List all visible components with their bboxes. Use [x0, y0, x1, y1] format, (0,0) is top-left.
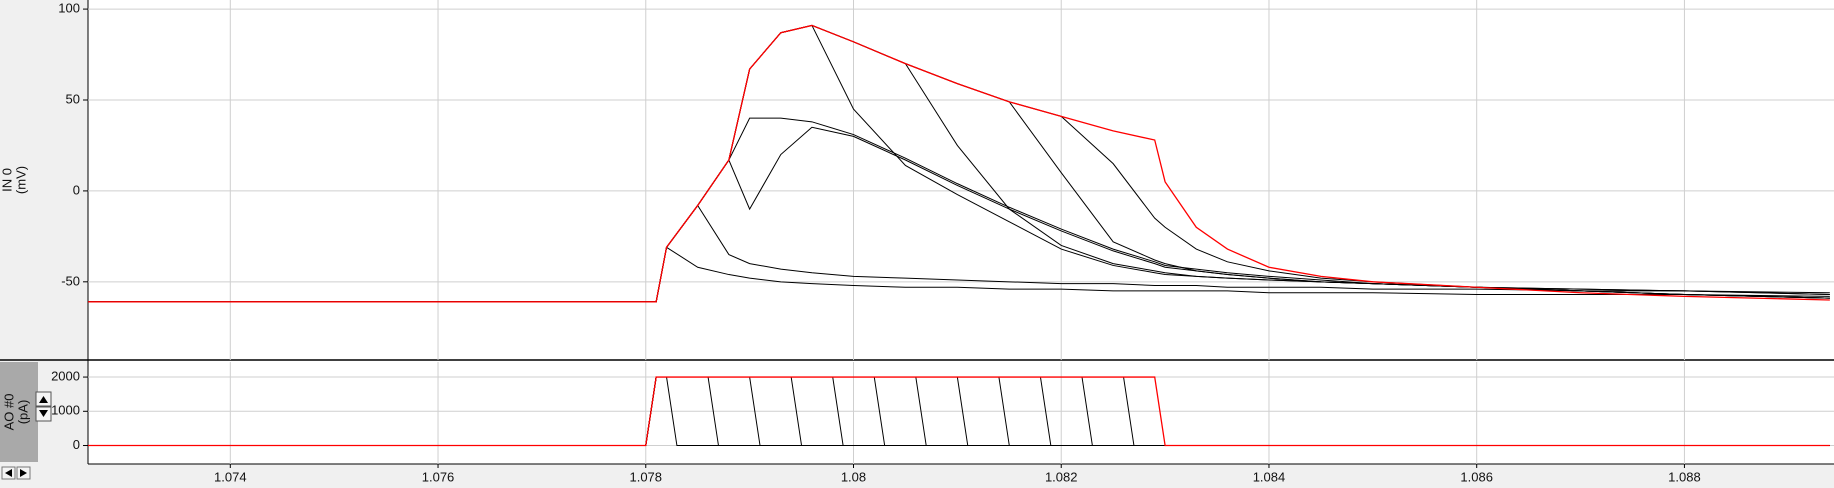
x-tick-label: 1.08 — [841, 469, 866, 484]
scroll-buttons[interactable] — [1, 466, 31, 480]
y-axis-unit: (mV) — [13, 166, 28, 194]
trace — [88, 24, 1830, 303]
trace — [88, 24, 1830, 303]
scroll-right-icon — [20, 469, 27, 477]
x-tick-label: 1.076 — [422, 469, 455, 484]
trace — [88, 126, 1830, 303]
y-tick-label: 0 — [73, 182, 80, 197]
spin-up-icon — [39, 396, 48, 403]
y-tick-label: 50 — [66, 91, 80, 106]
y-axis-label: AO #0 — [1, 394, 16, 431]
x-tick-label: 1.084 — [1253, 469, 1286, 484]
x-tick-label: 1.086 — [1460, 469, 1493, 484]
y-axis-label: IN 0 — [0, 168, 14, 192]
y-tick-label: 0 — [73, 437, 80, 452]
x-tick-label: 1.074 — [214, 469, 247, 484]
trace — [88, 24, 1830, 303]
scroll-left-icon — [5, 469, 12, 477]
x-axis-panel — [0, 464, 1834, 488]
y-tick-label: -50 — [61, 273, 80, 288]
plot-area — [88, 362, 1834, 464]
x-tick-label: 1.078 — [629, 469, 662, 484]
spin-down-icon — [39, 410, 48, 417]
plots: 100 50 0 -50 1.074 1.076 1.078 1.08 1.082 1.084 1.… — [51, 0, 1834, 484]
y-tick-label: 100 — [58, 1, 80, 16]
trace — [88, 376, 1830, 447]
y-axis-panel — [0, 0, 88, 360]
trace — [88, 24, 1830, 303]
spin-buttons[interactable] — [35, 391, 52, 422]
y-tick-label: 2000 — [51, 368, 80, 383]
trace — [88, 246, 1830, 303]
plot-area — [88, 0, 1834, 360]
x-tick-label: 1.088 — [1668, 469, 1701, 484]
y-axis-unit: (pA) — [15, 400, 30, 425]
y-tick-label: 1000 — [51, 403, 80, 418]
channel-tab — [0, 362, 38, 462]
trace — [88, 24, 1830, 303]
trace — [88, 204, 1830, 303]
x-tick-label: 1.082 — [1045, 469, 1078, 484]
